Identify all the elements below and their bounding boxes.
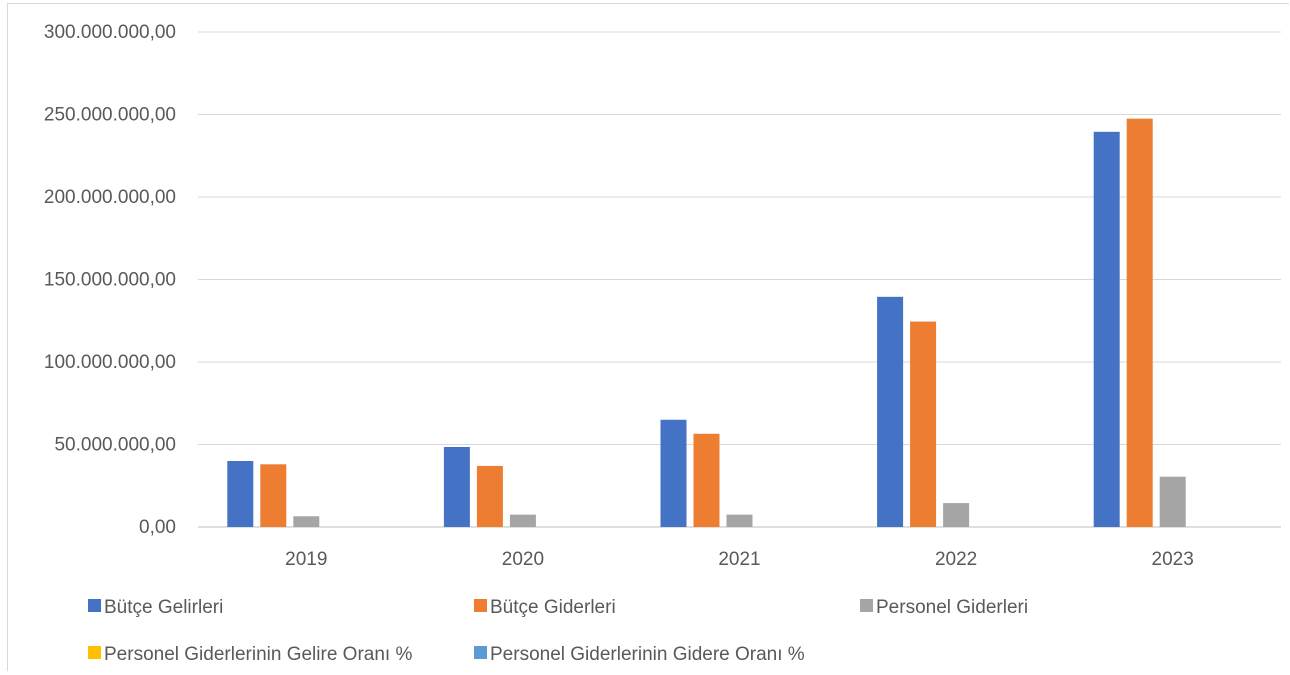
legend-swatch — [474, 599, 487, 612]
y-axis: 0,00 50.000.000,00 100.000.000,00 150.000.0… — [44, 22, 176, 538]
bar-butce-giderleri-2023 — [1126, 118, 1153, 527]
legend-label: Bütçe Giderleri — [490, 597, 616, 618]
legend-swatch — [88, 646, 101, 659]
bar-personel-giderleri-2019 — [293, 516, 320, 527]
bar-butce-giderleri-2021 — [693, 433, 720, 527]
bar-personel-giderleri-2021 — [726, 514, 753, 527]
legend-swatch — [88, 599, 101, 612]
bar-butce-giderleri-2022 — [910, 321, 937, 527]
y-tick-label: 100.000.000,00 — [44, 352, 176, 373]
bar-butce-gelirleri-2021 — [660, 419, 687, 527]
legend: Bütçe Gelirleri Bütçe Giderleri Personel G… — [88, 597, 1028, 665]
x-tick-label: 2022 — [935, 549, 977, 570]
x-tick-label: 2023 — [1152, 549, 1194, 570]
x-tick-label: 2020 — [502, 549, 544, 570]
bars — [227, 118, 1186, 527]
x-axis: 2019 2020 2021 2022 2023 — [285, 549, 1194, 570]
bar-personel-giderleri-2022 — [943, 503, 970, 527]
bar-butce-gelirleri-2020 — [443, 446, 470, 527]
legend-label: Personel Giderlerinin Gelire Oranı % — [104, 644, 412, 665]
bar-butce-giderleri-2019 — [260, 464, 287, 527]
legend-swatch — [474, 646, 487, 659]
bar-butce-gelirleri-2023 — [1093, 131, 1120, 527]
y-tick-label: 150.000.000,00 — [44, 270, 176, 291]
bar-butce-giderleri-2020 — [476, 465, 503, 527]
bar-personel-giderleri-2023 — [1159, 476, 1186, 527]
y-tick-label: 50.000.000,00 — [54, 435, 176, 456]
bar-butce-gelirleri-2019 — [227, 461, 254, 527]
x-tick-label: 2021 — [718, 549, 760, 570]
legend-swatch — [860, 599, 873, 612]
y-tick-label: 0,00 — [139, 517, 176, 538]
bar-personel-giderleri-2020 — [509, 514, 536, 527]
y-tick-label: 200.000.000,00 — [44, 187, 176, 208]
bar-butce-gelirleri-2022 — [877, 296, 904, 527]
legend-label: Bütçe Gelirleri — [104, 597, 223, 618]
x-tick-label: 2019 — [285, 549, 327, 570]
y-tick-label: 250.000.000,00 — [44, 105, 176, 126]
y-tick-label: 300.000.000,00 — [44, 22, 176, 43]
legend-label: Personel Giderlerinin Gidere Oranı % — [490, 644, 805, 665]
legend-label: Personel Giderleri — [876, 597, 1028, 618]
